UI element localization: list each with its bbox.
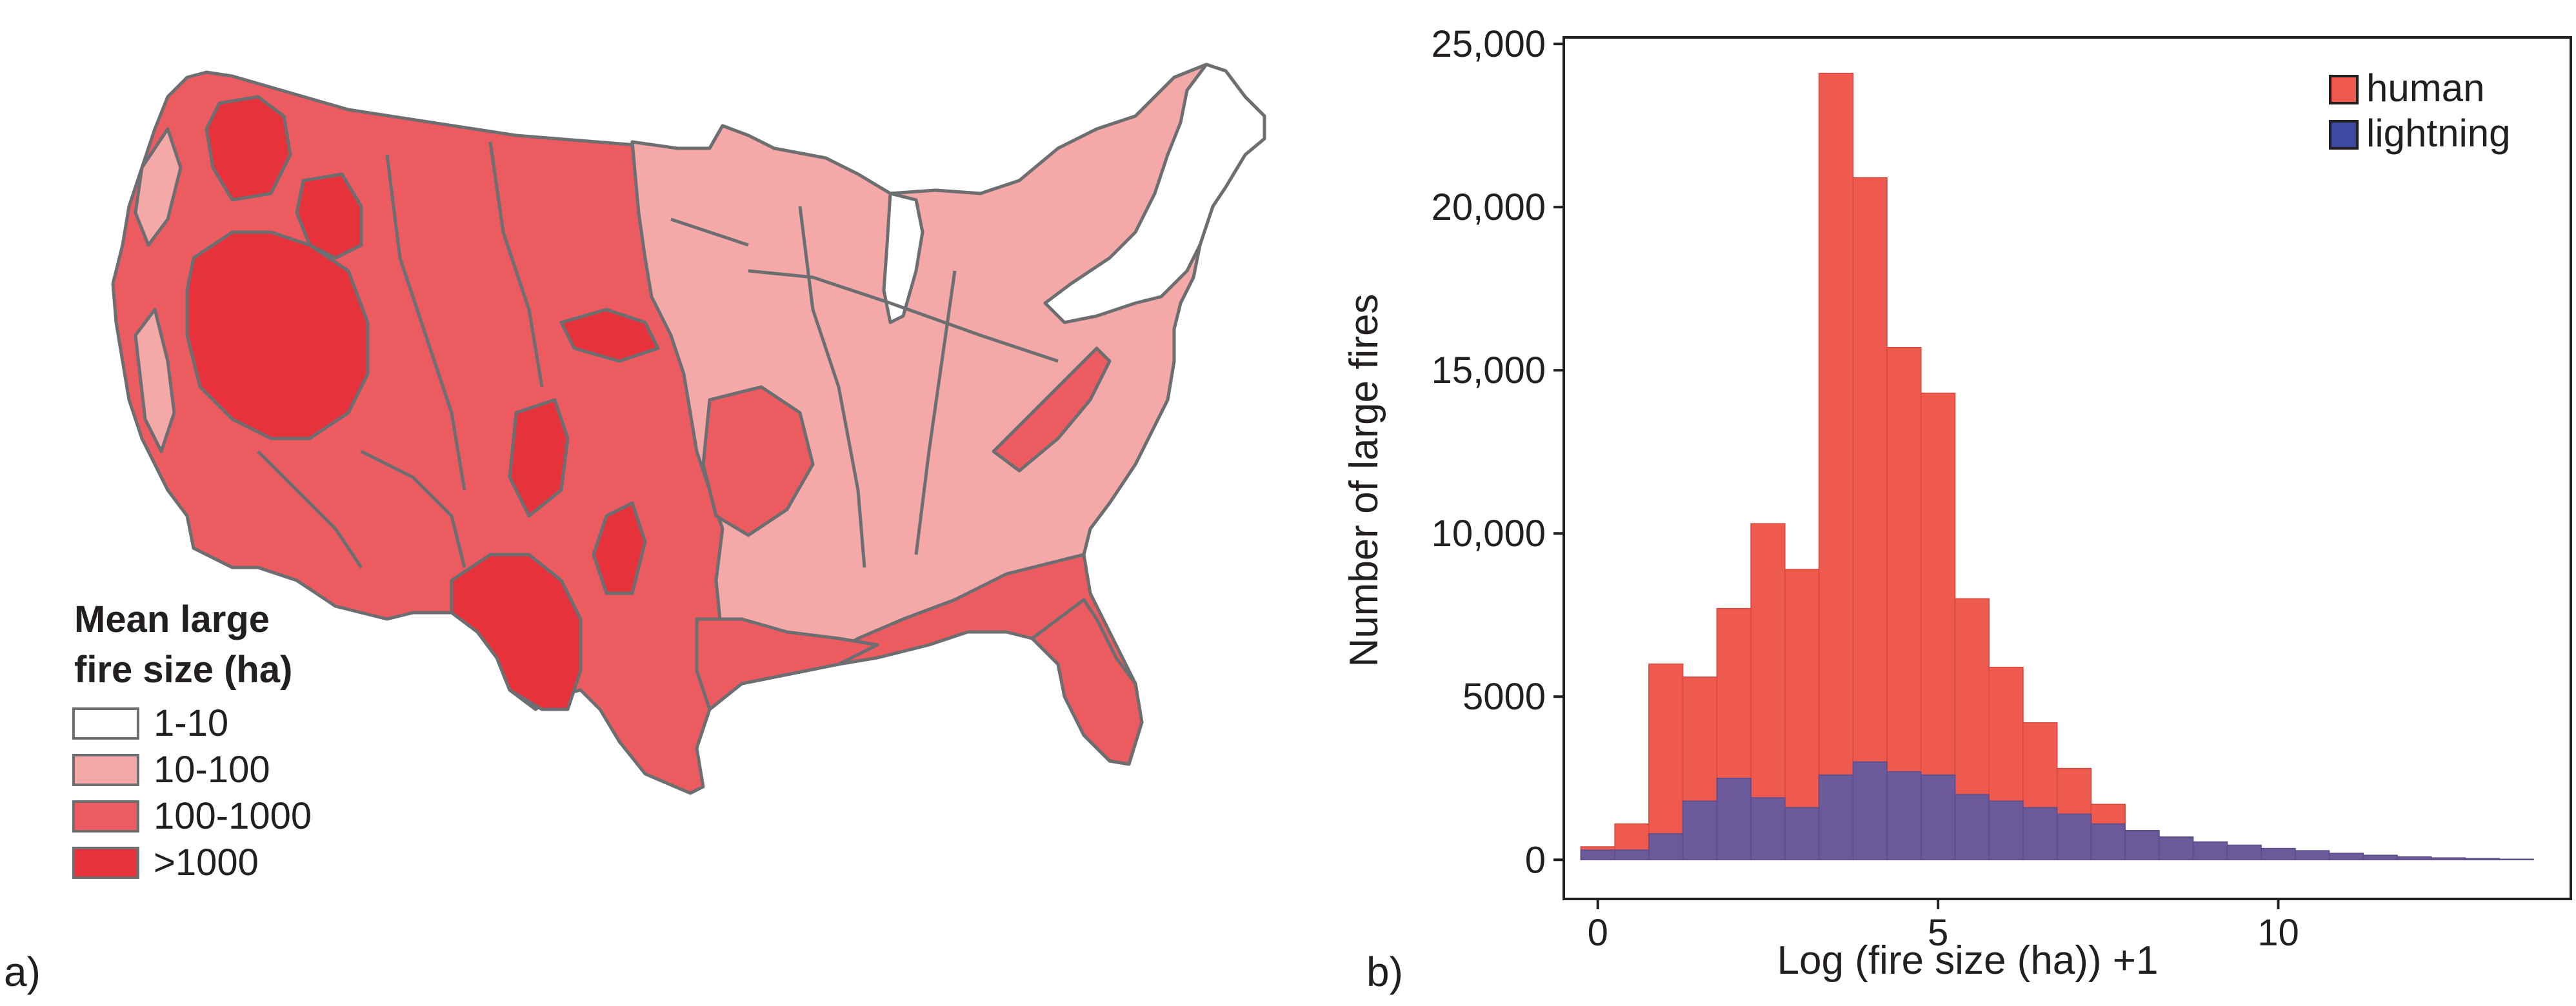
bar-lightning bbox=[1852, 761, 1888, 861]
bar-human bbox=[1818, 72, 1854, 861]
map-region-lakes bbox=[882, 192, 924, 324]
map-legend-label: >1000 bbox=[154, 842, 259, 883]
x-axis-ticks: 0 5 10 bbox=[1588, 899, 2299, 954]
y-tick-label: 10,000 bbox=[1432, 513, 1546, 555]
map-legend-swatch bbox=[72, 800, 139, 833]
x-tick-label: 5 bbox=[1928, 912, 1948, 954]
bar-lightning bbox=[1920, 774, 1956, 861]
map-region-texas bbox=[450, 553, 583, 711]
bar-lightning bbox=[2159, 836, 2194, 861]
map-region-northeast bbox=[1043, 63, 1266, 324]
bar-lightning bbox=[2056, 813, 2092, 861]
map-region-plains bbox=[559, 308, 660, 363]
map-region-appalachian bbox=[992, 346, 1112, 473]
panel-label-a: a) bbox=[4, 949, 41, 995]
series-lightning-bars bbox=[1580, 761, 2534, 861]
map-legend-item-4: >1000 bbox=[72, 841, 259, 884]
map-legend-title-line1: Mean large bbox=[74, 598, 270, 640]
bar-human bbox=[1852, 177, 1888, 861]
y-tick-label: 5000 bbox=[1463, 676, 1546, 718]
y-tick-label: 25,000 bbox=[1432, 23, 1546, 65]
map-legend-item-1: 1-10 bbox=[72, 702, 228, 745]
bar-lightning bbox=[2090, 823, 2126, 861]
map-legend-swatch bbox=[72, 846, 139, 879]
map-legend-label: 1-10 bbox=[154, 702, 229, 744]
bar-lightning bbox=[2261, 847, 2296, 861]
y-tick-label: 20,000 bbox=[1432, 186, 1546, 228]
bar-lightning bbox=[1750, 797, 1786, 861]
bar-lightning bbox=[1614, 849, 1650, 861]
y-axis-label: Number of large fires bbox=[1342, 294, 1386, 667]
bar-lightning bbox=[1682, 800, 1718, 861]
map-legend-swatch bbox=[72, 753, 139, 786]
x-tick-label: 10 bbox=[2257, 912, 2299, 954]
legend-swatch-lightning bbox=[2329, 120, 2359, 150]
x-axis-label: Log (fire size (ha)) +1 bbox=[1777, 938, 2159, 983]
map-legend-title: Mean large fire size (ha) bbox=[74, 595, 292, 695]
map-legend-item-2: 10-100 bbox=[72, 748, 270, 791]
map-legend-item-3: 100-1000 bbox=[72, 794, 312, 838]
map-region-nm bbox=[508, 398, 570, 518]
map-legend-swatch bbox=[72, 707, 139, 740]
bar-lightning bbox=[1886, 771, 1922, 861]
bar-lightning bbox=[1716, 778, 1752, 861]
bar-lightning bbox=[2431, 857, 2466, 861]
map-region-nw bbox=[205, 95, 292, 202]
map-legend-label: 10-100 bbox=[154, 749, 270, 791]
bar-lightning bbox=[2464, 858, 2501, 861]
map-region-sw bbox=[592, 501, 647, 595]
map-region-gulf bbox=[695, 617, 879, 711]
bar-lightning bbox=[2499, 858, 2534, 861]
us-fire-size-map bbox=[111, 63, 1266, 795]
bar-lightning bbox=[1818, 774, 1854, 861]
map-legend-title-line2: fire size (ha) bbox=[74, 649, 293, 691]
bar-lightning bbox=[1580, 849, 1615, 861]
y-tick-label: 0 bbox=[1525, 839, 1546, 881]
y-tick-label: 15,000 bbox=[1432, 350, 1546, 391]
map-region-ozark bbox=[701, 385, 815, 537]
map-legend-label: 100-1000 bbox=[154, 795, 312, 837]
y-axis-ticks: 0 5000 10,000 15,000 20,000 25,000 bbox=[1432, 23, 1564, 881]
bar-lightning bbox=[1648, 833, 1684, 861]
legend-label-lightning: lightning bbox=[2366, 112, 2511, 155]
bar-human bbox=[1648, 663, 1684, 861]
map-region-east bbox=[630, 63, 1266, 685]
map-region-ca bbox=[134, 308, 176, 453]
legend-label-human: human bbox=[2366, 66, 2484, 110]
map-region-coast bbox=[134, 127, 183, 247]
bar-lightning bbox=[2397, 856, 2432, 861]
bar-lightning bbox=[1988, 800, 2024, 861]
bar-lightning bbox=[2226, 844, 2262, 861]
legend-swatch-human bbox=[2329, 75, 2359, 104]
x-tick-label: 0 bbox=[1588, 912, 1608, 954]
fire-size-histogram: 0 5 10 0 5000 10,000 15,000 20,000 25,000 Log (… bbox=[1342, 23, 2572, 983]
bar-lightning bbox=[1784, 807, 1820, 861]
map-region-great-basin bbox=[185, 230, 370, 440]
bar-lightning bbox=[2124, 829, 2160, 861]
map-region-florida bbox=[1030, 598, 1144, 766]
bar-lightning bbox=[2362, 854, 2398, 861]
bar-lightning bbox=[2192, 841, 2228, 861]
bar-lightning bbox=[2295, 850, 2330, 861]
map-region-idaho bbox=[295, 172, 363, 260]
bar-lightning bbox=[1954, 794, 1990, 861]
map-region-borders bbox=[257, 141, 1059, 569]
bar-lightning bbox=[2022, 807, 2058, 861]
chart-legend: human lightning bbox=[2329, 66, 2511, 155]
bar-lightning bbox=[2328, 853, 2364, 861]
panel-label-b: b) bbox=[1366, 949, 1403, 995]
